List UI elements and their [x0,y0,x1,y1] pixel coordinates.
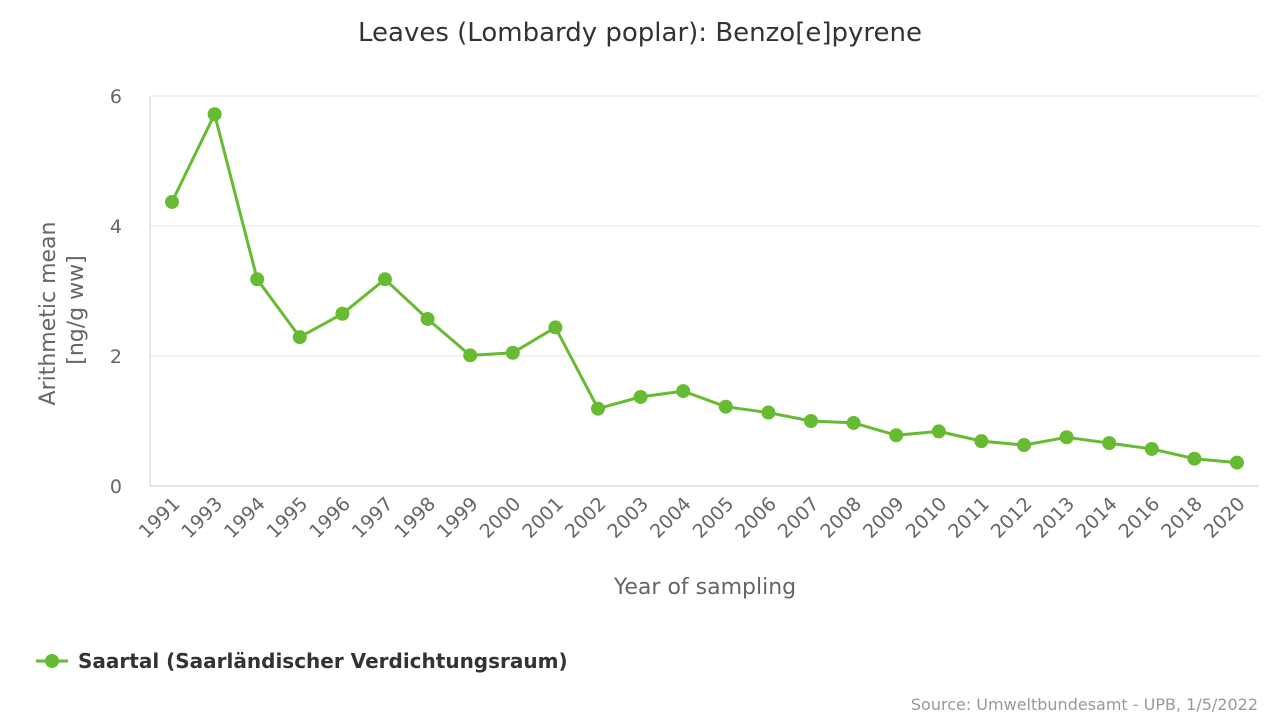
x-axis-ticks: 1991199319941995199619971998199920002001… [135,493,1250,543]
x-tick-label: 2014 [1072,493,1122,543]
x-tick-label: 1993 [177,493,227,543]
data-point[interactable] [889,428,904,443]
x-tick-label: 1994 [220,493,270,543]
data-point[interactable] [846,415,861,430]
data-point[interactable] [292,330,307,345]
x-tick-label: 1996 [305,493,355,543]
y-tick-label: 2 [110,346,122,368]
data-point[interactable] [761,405,776,420]
data-point[interactable] [804,414,818,428]
chart-title: Leaves (Lombardy poplar): Benzo[e]pyrene [358,18,922,48]
x-tick-label: 1997 [348,493,398,543]
data-point[interactable] [931,424,946,439]
x-tick-label: 1995 [263,493,313,543]
data-point[interactable] [420,311,435,326]
data-point[interactable] [165,194,179,209]
legend-marker-icon [45,654,59,668]
y-axis-title-line-1: Arithmetic mean [36,222,61,406]
data-point[interactable] [207,107,222,122]
grid-lines [149,95,1259,487]
x-tick-label: 2007 [774,493,824,543]
y-axis-title: Arithmetic mean [ng/g ww] [36,215,89,406]
y-tick-label: 0 [110,476,122,498]
x-tick-label: 1991 [135,493,185,543]
data-point[interactable] [1230,455,1244,470]
x-tick-label: 2009 [859,493,909,543]
data-point[interactable] [676,384,691,399]
legend-item-label: Saartal (Saarländischer Verdichtungsraum… [78,649,568,673]
data-point[interactable] [1059,430,1074,445]
x-tick-label: 2016 [1115,493,1165,543]
data-point[interactable] [633,389,648,404]
data-point[interactable] [1144,441,1159,456]
series-line [170,112,1238,465]
x-tick-label: 2011 [944,493,994,543]
credit-text[interactable]: Source: Umweltbundesamt - UPB, 1/5/2022 [911,695,1258,714]
data-point[interactable] [378,272,392,287]
legend[interactable]: Saartal (Saarländischer Verdichtungsraum… [36,649,568,673]
y-axis-ticks: 0 2 4 6 [110,86,122,498]
x-tick-label: 2003 [603,493,653,543]
x-tick-label: 2018 [1157,493,1207,543]
x-tick-label: 2020 [1200,493,1250,543]
y-tick-label: 4 [110,216,122,238]
x-tick-label: 2005 [689,493,739,543]
x-tick-label: 2013 [1029,493,1079,543]
x-axis-title: Year of sampling [613,575,796,600]
data-point[interactable] [591,401,605,416]
x-tick-label: 2004 [646,493,696,543]
x-tick-label: 2010 [902,493,952,543]
x-tick-label: 2006 [731,493,781,543]
y-tick-label: 6 [110,86,122,108]
series-saartal [165,107,1244,470]
data-point[interactable] [1187,451,1202,466]
x-tick-label: 1998 [390,493,440,543]
data-point[interactable] [548,320,563,335]
x-tick-label: 2002 [561,493,611,543]
data-point[interactable] [505,345,520,360]
x-tick-label: 1999 [433,493,483,543]
y-axis-title-line-2: [ng/g ww] [64,255,89,364]
x-tick-label: 2001 [518,493,568,543]
data-point[interactable] [335,306,350,321]
x-tick-label: 2000 [476,493,526,543]
data-point[interactable] [463,348,478,363]
data-point[interactable] [250,272,265,287]
data-point[interactable] [974,434,989,449]
data-point[interactable] [1102,436,1117,451]
x-tick-label: 2008 [816,493,866,543]
data-point[interactable] [1017,438,1031,453]
data-point[interactable] [718,399,733,414]
x-tick-label: 2012 [987,493,1037,543]
